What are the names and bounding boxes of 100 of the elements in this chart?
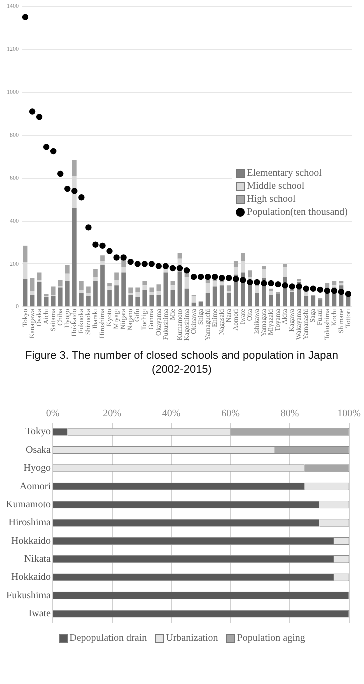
bar bbox=[164, 270, 168, 273]
point bbox=[233, 276, 240, 282]
point bbox=[212, 274, 218, 280]
point bbox=[170, 265, 176, 272]
bar bbox=[226, 286, 232, 292]
bar bbox=[255, 286, 260, 294]
bar bbox=[234, 267, 238, 275]
point bbox=[338, 288, 345, 296]
point bbox=[324, 288, 331, 294]
bar bbox=[248, 284, 252, 307]
bar bbox=[276, 294, 280, 307]
bar bbox=[156, 284, 162, 292]
bar bbox=[86, 286, 91, 294]
point bbox=[128, 258, 134, 266]
point bbox=[204, 274, 212, 280]
bar bbox=[72, 208, 77, 307]
bar bbox=[178, 272, 182, 307]
point bbox=[176, 265, 184, 272]
bar bbox=[100, 256, 105, 261]
text: Figure 3. The number of closed schools and population in Japan (2002-2015) bbox=[24, 349, 340, 377]
bar bbox=[122, 272, 126, 307]
point bbox=[78, 194, 85, 201]
point bbox=[114, 254, 120, 261]
bar bbox=[86, 296, 91, 307]
bar bbox=[150, 295, 154, 307]
bar bbox=[136, 297, 140, 307]
x-tick-label: 60% bbox=[222, 408, 240, 420]
bar bbox=[142, 290, 148, 307]
bar bbox=[304, 296, 309, 307]
bar bbox=[184, 288, 190, 307]
bar bbox=[142, 281, 148, 286]
bar bbox=[269, 295, 274, 307]
point bbox=[156, 263, 162, 270]
bar bbox=[65, 265, 70, 274]
bar bbox=[80, 293, 84, 307]
point bbox=[303, 286, 310, 292]
bar bbox=[94, 270, 98, 278]
point bbox=[106, 248, 113, 254]
bar bbox=[114, 280, 119, 286]
point bbox=[148, 261, 155, 268]
bar bbox=[136, 292, 140, 298]
point bbox=[282, 282, 288, 289]
legend-label: Depopulation drain bbox=[70, 633, 148, 644]
point bbox=[331, 288, 338, 294]
point bbox=[50, 148, 57, 155]
bar bbox=[240, 253, 246, 261]
point bbox=[226, 275, 232, 282]
bar bbox=[108, 286, 112, 290]
point bbox=[92, 242, 99, 248]
y-tick-label: Hokkaido bbox=[12, 572, 51, 584]
bar bbox=[192, 296, 196, 303]
bar bbox=[262, 270, 266, 278]
point bbox=[219, 275, 226, 282]
bar bbox=[114, 286, 119, 307]
bar bbox=[122, 267, 126, 273]
bar bbox=[142, 286, 148, 290]
bar bbox=[206, 284, 210, 294]
bar bbox=[212, 281, 218, 287]
point bbox=[345, 291, 352, 298]
legend-label: Urbanization bbox=[166, 633, 218, 644]
x-tick-label: 40% bbox=[162, 408, 181, 420]
bar bbox=[156, 291, 162, 296]
y-tick-label: Osaka bbox=[26, 444, 52, 456]
y-tick-label: Nikata bbox=[24, 554, 52, 565]
bar bbox=[58, 280, 63, 287]
point bbox=[36, 114, 43, 120]
bar bbox=[262, 266, 266, 270]
bar bbox=[248, 270, 252, 278]
point bbox=[310, 286, 316, 292]
bar bbox=[170, 290, 176, 307]
point bbox=[162, 263, 170, 270]
bar bbox=[283, 267, 288, 278]
bar bbox=[164, 272, 168, 307]
y-tick-label: Hokkaido bbox=[12, 536, 51, 547]
bar bbox=[51, 296, 56, 307]
bar bbox=[283, 264, 288, 268]
bar bbox=[37, 282, 42, 307]
bar bbox=[318, 300, 323, 307]
bar bbox=[72, 160, 77, 176]
bar bbox=[206, 293, 210, 307]
bar bbox=[94, 277, 98, 282]
bar bbox=[136, 288, 140, 292]
x-tick-label: 20% bbox=[103, 408, 122, 420]
bar bbox=[304, 292, 309, 296]
bar bbox=[128, 295, 134, 307]
bar bbox=[65, 281, 70, 307]
point bbox=[254, 279, 260, 286]
point bbox=[142, 261, 148, 268]
point bbox=[64, 186, 71, 192]
bar bbox=[108, 290, 112, 307]
bar bbox=[212, 286, 218, 307]
point bbox=[247, 279, 254, 286]
bar bbox=[51, 286, 56, 296]
bar bbox=[100, 260, 105, 266]
legend-label: Elementary school bbox=[247, 168, 322, 179]
bar bbox=[94, 281, 98, 307]
bar bbox=[100, 265, 105, 307]
bar bbox=[269, 291, 274, 296]
point bbox=[29, 108, 36, 115]
point bbox=[184, 268, 190, 274]
